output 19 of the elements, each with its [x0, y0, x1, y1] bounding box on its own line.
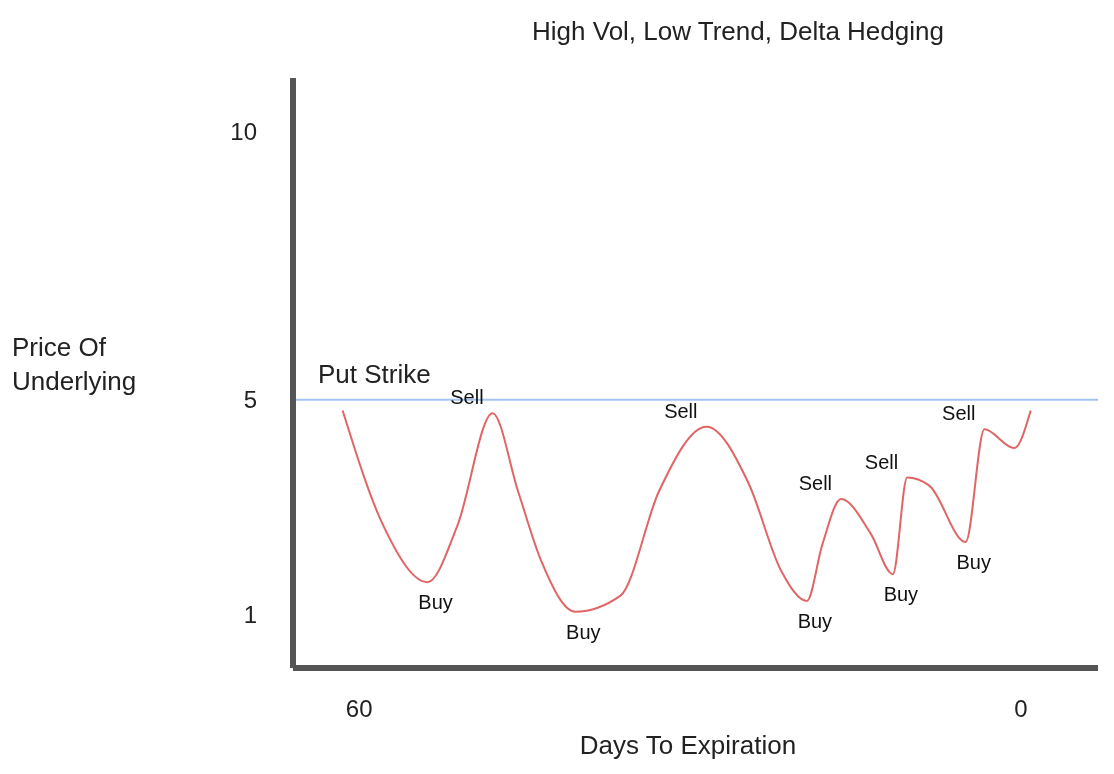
annotation: Buy — [566, 620, 601, 643]
x-tick-label: 60 — [345, 695, 373, 723]
annotation: Buy — [418, 591, 453, 614]
annotation: Sell — [450, 386, 484, 409]
annotation: Sell — [864, 450, 899, 473]
x-axis-title: Days To Expiration — [578, 730, 798, 761]
y-tick-label: 5 — [243, 386, 257, 414]
y-tick-label: 1 — [243, 600, 257, 628]
annotation: Sell — [798, 472, 833, 495]
annotation: Buy — [797, 610, 833, 633]
annotation: Sell — [942, 402, 976, 425]
annotation: Sell — [664, 399, 698, 422]
annotation: Buy — [956, 551, 991, 574]
annotation: Buy — [883, 583, 919, 606]
y-axis-title: Price Of Underlying — [12, 331, 138, 398]
y-tick-label: 10 — [230, 118, 257, 146]
ref-line-label: Put Strike — [318, 359, 431, 390]
chart-title: High Vol, Low Trend, Delta Hedging — [531, 16, 945, 47]
x-tick-label: 0 — [1014, 695, 1028, 723]
